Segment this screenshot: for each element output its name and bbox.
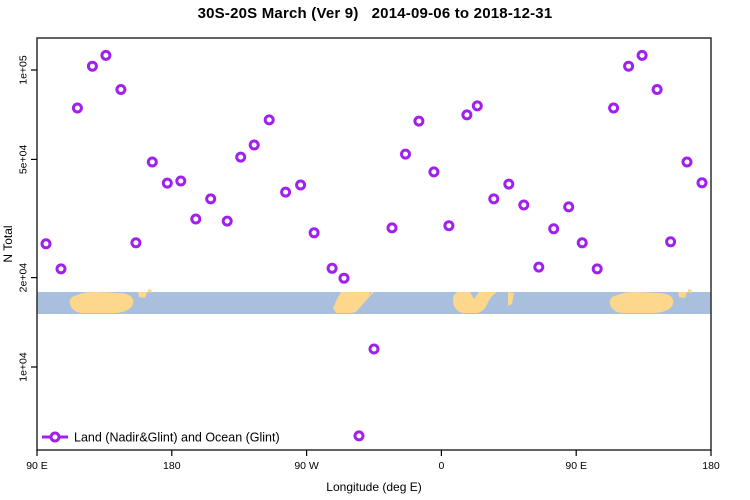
land-patch-south-america [333, 292, 371, 313]
data-point [533, 261, 545, 273]
legend-marker-icon [49, 431, 61, 443]
ocean-band [37, 292, 711, 314]
data-point [40, 238, 52, 250]
data-point [280, 186, 292, 198]
data-point [326, 262, 338, 274]
map-strip [37, 289, 711, 314]
data-point [86, 60, 98, 72]
data-point [161, 177, 173, 189]
y-axis-ticks: 1e+05 5e+04 2e+04 1e+04 [18, 55, 37, 382]
x-tick-label: 180 [702, 460, 720, 472]
data-point [518, 199, 530, 211]
data-point [55, 263, 67, 275]
x-tick-label: 90 E [26, 460, 48, 472]
plot-border [36, 37, 712, 451]
data-point [576, 237, 588, 249]
data-point [591, 263, 603, 275]
land-patch-australia [69, 292, 134, 313]
data-point [248, 139, 260, 151]
data-point [175, 175, 187, 187]
y-tick-label: 1e+05 [18, 55, 30, 85]
x-tick-label: 90 W [294, 460, 319, 472]
data-point [696, 177, 708, 189]
land-patch-australia-pacific [69, 289, 152, 313]
data-point [428, 166, 440, 178]
data-point [623, 60, 635, 72]
data-point [146, 156, 158, 168]
y-tick-label: 1e+04 [18, 352, 30, 382]
y-tick-label: 2e+04 [18, 263, 30, 293]
x-tick-label: 180 [163, 460, 181, 472]
data-point [443, 220, 455, 232]
data-point [115, 84, 127, 95]
land-patch-south-america-island [370, 292, 374, 295]
data-point [471, 100, 483, 112]
data-point [608, 102, 620, 114]
data-points [40, 49, 708, 442]
y-tick-label: 5e+04 [18, 145, 30, 175]
x-axis-ticks: 90 E 180 90 W 0 90 E 180 [26, 450, 720, 472]
data-point [400, 148, 411, 160]
data-point [651, 84, 663, 95]
data-point [100, 49, 112, 61]
legend-label: Land (Nadir&Glint) and Ocean (Glint) [74, 431, 280, 445]
data-point [665, 236, 677, 248]
y-axis-title: N Total [1, 225, 15, 262]
data-point [205, 193, 217, 205]
chart-title: 30S-20S March (Ver 9) 2014-09-06 to 2018… [197, 5, 553, 22]
data-point [636, 49, 648, 61]
data-point [221, 215, 233, 227]
data-point [386, 222, 398, 234]
x-tick-label: 0 [438, 460, 444, 472]
data-point [235, 151, 247, 163]
data-point [461, 109, 473, 121]
land-patch-africa [453, 292, 497, 313]
legend: Land (Nadir&Glint) and Ocean (Glint) [42, 431, 280, 445]
data-point [190, 213, 202, 225]
data-point [308, 227, 320, 239]
data-point [548, 223, 560, 235]
data-point [681, 156, 693, 168]
data-point [413, 115, 425, 127]
data-point [353, 430, 365, 442]
land-patch-island-b [148, 289, 152, 293]
land-patch-island-a [138, 292, 147, 298]
data-point [368, 343, 380, 355]
x-axis-title: Longitude (deg E) [326, 480, 421, 494]
data-point [488, 193, 500, 205]
data-point [338, 272, 350, 284]
data-point [295, 179, 307, 191]
data-point [71, 102, 83, 114]
data-point [263, 114, 275, 126]
data-point [503, 178, 515, 190]
land-patch-madagascar [508, 292, 514, 306]
x-tick-label: 90 E [565, 460, 587, 472]
data-point [563, 201, 575, 213]
data-point [130, 237, 142, 249]
